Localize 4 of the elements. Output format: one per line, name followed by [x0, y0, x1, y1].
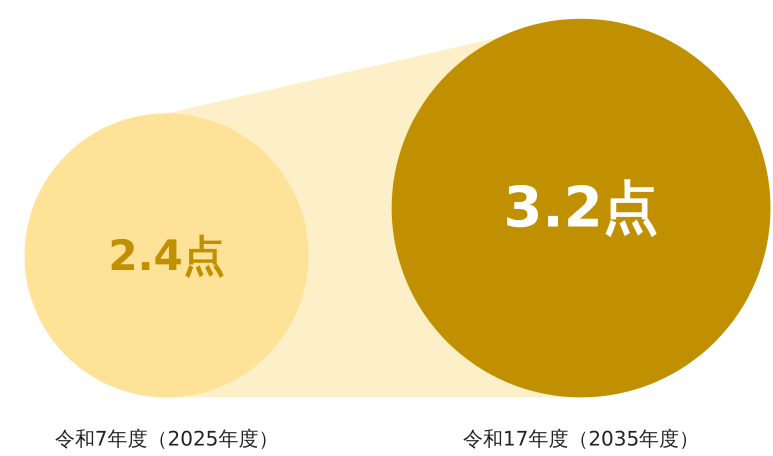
- data-label: 2.4点: [108, 230, 225, 280]
- data-label: 3.2点: [503, 176, 659, 241]
- category-label: 令和7年度（2025年度）: [54, 426, 278, 450]
- category-label: 令和17年度（2035年度）: [462, 426, 700, 450]
